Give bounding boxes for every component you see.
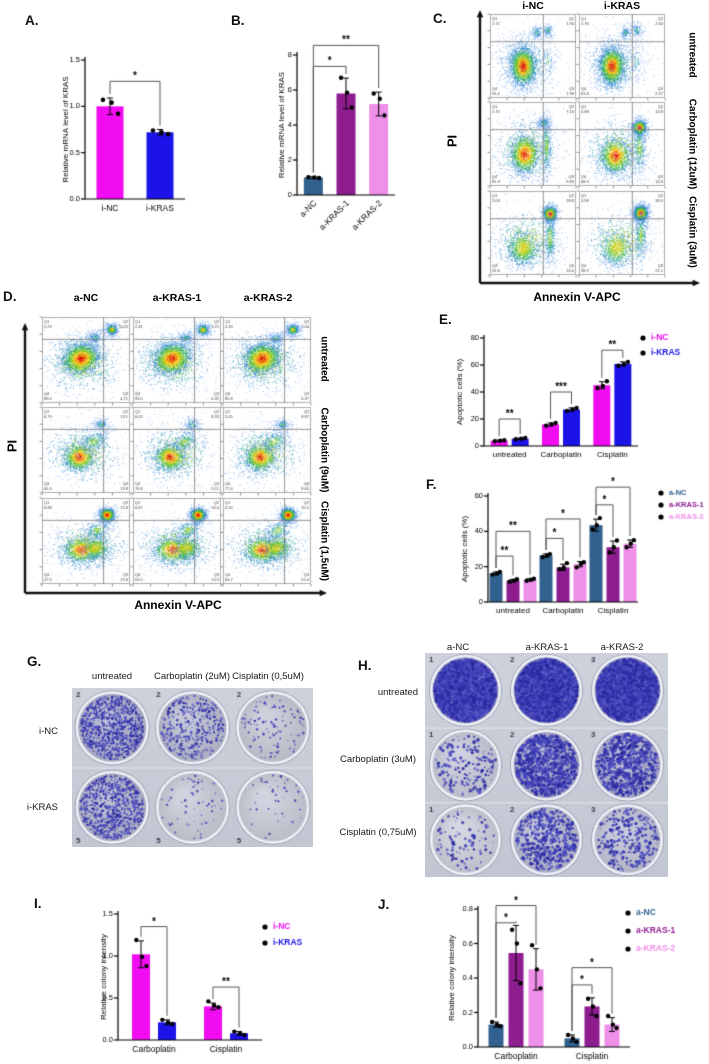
panel-d-row-label-carboplatin: Carboplatin (9uM) — [318, 407, 330, 493]
panel-h-label: H. — [358, 658, 372, 673]
panel-i-label: I. — [34, 896, 42, 911]
panel-d-label: D. — [3, 289, 17, 304]
panel-h-row-label-untreated: untreated — [377, 687, 418, 698]
panel-h-col-header-anc: a-NC — [446, 642, 470, 653]
panel-d-row-label-cisplatin: Cisplatin (1,5uM) — [318, 500, 330, 582]
panel-h-row-label-cisplatin: Cisplatin (0,75uM) — [339, 827, 417, 838]
panel-g-label: G. — [27, 654, 42, 669]
panel-d-flow-grid — [15, 305, 335, 610]
panel-c-row-label-cisplatin: Cisplatin (3uM) — [686, 196, 698, 268]
panel-c-label: C. — [433, 11, 447, 26]
panel-a-bar-chart — [38, 30, 223, 230]
panel-f-label: F. — [426, 477, 437, 492]
panel-c-row-label-carboplatin: Carboplatin (12uM) — [686, 98, 698, 190]
panel-j-label: J. — [378, 897, 390, 912]
panel-d-col-header-akras1: a-KRAS-1 — [152, 292, 202, 304]
panel-d-col-header-akras2: a-KRAS-2 — [243, 292, 293, 304]
panel-c-x-axis-label: Annexin V-APC — [533, 290, 621, 304]
panel-g-row-label-ikras: i-KRAS — [26, 802, 58, 813]
panel-j-bar-chart — [420, 882, 709, 1064]
panel-d-col-header-anc: a-NC — [73, 292, 99, 304]
panel-d-y-axis-label: PI — [4, 439, 20, 453]
panel-g-col-header-cisplatin: Cisplatin (0,5uM) — [232, 671, 304, 682]
panel-c-y-axis-label: PI — [444, 134, 460, 148]
panel-c-row-label-untreated: untreated — [686, 32, 698, 78]
panel-h-row-label-carboplatin: Carboplatin (3uM) — [339, 754, 417, 765]
panel-g-col-header-carboplatin: Carboplatin (2uM) — [153, 671, 231, 682]
panel-c-col-header-ikras: i-KRAS — [603, 0, 641, 12]
panel-d-row-label-untreated: untreated — [318, 336, 330, 382]
panel-g-col-header-untreated: untreated — [91, 671, 133, 682]
panel-b-bar-chart — [228, 18, 436, 258]
panel-h-colony-plate — [425, 653, 668, 877]
panel-h-col-header-akras2: a-KRAS-2 — [600, 642, 644, 653]
panel-f-bar-chart — [445, 455, 709, 625]
panel-d-x-axis-label: Annexin V-APC — [134, 598, 222, 612]
panel-a-label: A. — [25, 13, 39, 28]
panel-g-row-label-inc: i-NC — [39, 726, 58, 737]
panel-e-bar-chart — [445, 300, 709, 462]
panel-c-col-header-inc: i-NC — [522, 0, 544, 12]
panel-i-bar-chart — [58, 882, 360, 1062]
panel-h-col-header-akras1: a-KRAS-1 — [525, 642, 569, 653]
panel-c-flow-grid — [458, 2, 709, 300]
panel-g-colony-plate — [72, 688, 313, 847]
